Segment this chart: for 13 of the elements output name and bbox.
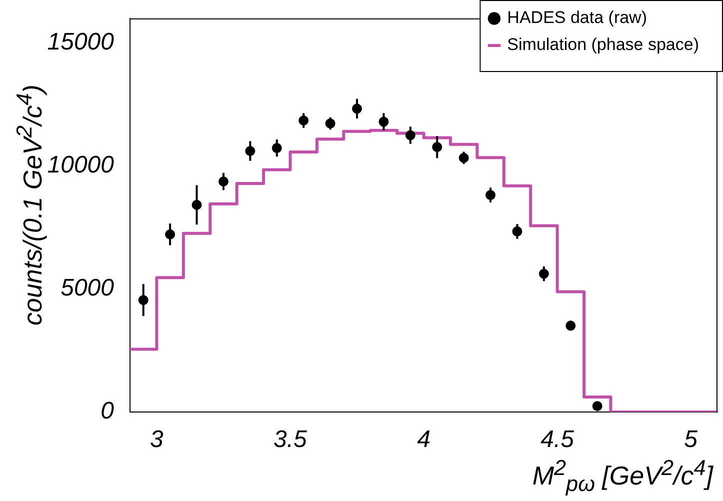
point xyxy=(592,401,602,412)
y-tick-label: 5000 xyxy=(60,274,115,302)
y-tick-label: 0 xyxy=(100,398,115,425)
x-tick-label: 4 xyxy=(417,426,430,454)
y-tick-label: 15000 xyxy=(47,28,115,56)
x-tick-label: 3.5 xyxy=(274,426,308,454)
y-tick-label: 10000 xyxy=(47,152,115,179)
x-tick-label: 5 xyxy=(684,426,698,454)
legend-label: Simulation (phase space) xyxy=(507,35,700,54)
x-tick-label: 3 xyxy=(150,426,164,454)
x-tick-label: 4.5 xyxy=(540,426,575,454)
legend-label: HADES data (raw) xyxy=(507,8,648,28)
x-axis-title: M$^{2}$$_{pω}$ [GeV$^{2}$/c$^{4}$] xyxy=(532,455,713,497)
